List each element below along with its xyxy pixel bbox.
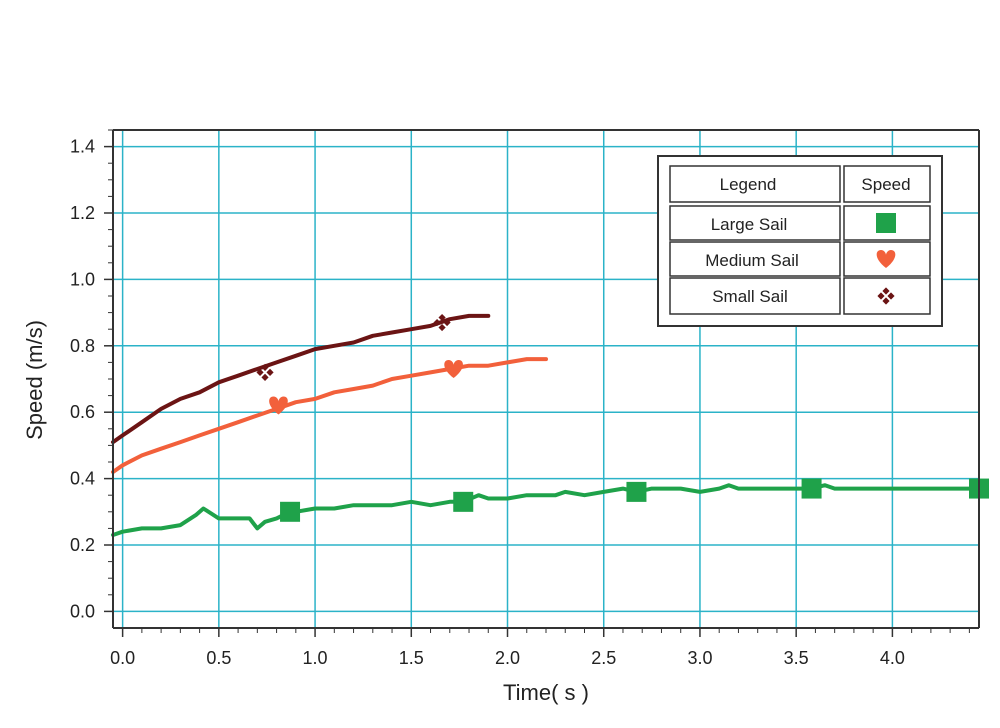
- x-tick-label: 2.5: [591, 648, 616, 668]
- legend-label-small-sail: Small Sail: [712, 287, 788, 306]
- legend-symbol-medium-sail: [876, 250, 896, 268]
- legend-speed-header-cell: [843, 165, 931, 203]
- marker-small-sail: [256, 363, 274, 381]
- marker-large-sail: [801, 478, 822, 499]
- x-tick-label: 3.0: [687, 648, 712, 668]
- legend-speed-header: Speed: [861, 175, 910, 194]
- marker-medium-sail: [269, 396, 288, 415]
- grid: [113, 130, 979, 628]
- marker-piece: [877, 292, 885, 300]
- y-axis-title: Speed (m/s): [22, 320, 47, 440]
- marker-piece: [443, 318, 451, 327]
- legend-symbol-large-sail: [876, 213, 896, 233]
- x-tick-label: 2.0: [495, 648, 520, 668]
- marker-piece: [438, 313, 446, 322]
- marker-piece: [887, 292, 895, 300]
- x-tick-label: 1.5: [399, 648, 424, 668]
- marker-piece: [256, 368, 264, 376]
- legend: Legend Speed Large Sail Medium Sail Smal…: [657, 155, 943, 327]
- y-tick-label: 1.4: [70, 137, 95, 157]
- legend-row-large-label-cell: [669, 205, 841, 241]
- legend-row-small-label-cell: [669, 277, 841, 315]
- legend-header-cell: [669, 165, 841, 203]
- y-tick-label: 0.2: [70, 535, 95, 555]
- x-tick-label: 3.5: [784, 648, 809, 668]
- x-axis-title: Time( s ): [503, 680, 589, 705]
- series-markers: [256, 313, 989, 522]
- y-tick-label: 1.2: [70, 203, 95, 223]
- marker-large-sail: [626, 481, 647, 502]
- y-tick-label: 0.8: [70, 336, 95, 356]
- legend-label-medium-sail: Medium Sail: [705, 251, 799, 270]
- marker-piece: [261, 373, 269, 381]
- marker-medium-sail: [444, 360, 463, 379]
- series-lines: [111, 313, 981, 537]
- y-tick-label: 1.0: [70, 269, 95, 289]
- marker-piece: [433, 318, 441, 327]
- series-line-large-sail: [111, 483, 981, 537]
- legend-symbol-small-sail: [877, 287, 895, 305]
- series-line-small-sail: [111, 313, 491, 445]
- y-tick-label: 0.6: [70, 402, 95, 422]
- marker-large-sail: [280, 501, 301, 522]
- legend-row-small-symbol-cell: [843, 277, 931, 315]
- y-tick-label: 0.0: [70, 601, 95, 621]
- marker-piece: [438, 323, 446, 332]
- legend-row-medium-label-cell: [669, 241, 841, 277]
- x-tick-label: 1.0: [303, 648, 328, 668]
- y-tick-label: 0.4: [70, 469, 95, 489]
- x-axis-ticks: 0.0 0.5 1.0 1.5 2.0 2.5 3.0 3.5 4.0: [110, 628, 970, 668]
- x-tick-label: 4.0: [880, 648, 905, 668]
- series-line-medium-sail: [111, 357, 548, 474]
- marker-piece: [882, 287, 890, 295]
- x-tick-label: 0.0: [110, 648, 135, 668]
- legend-marker-medium-sail: [876, 250, 896, 268]
- marker-piece: [882, 297, 890, 305]
- marker-large-sail: [453, 491, 474, 512]
- legend-marker-small-sail: [877, 287, 895, 305]
- marker-piece: [261, 363, 269, 371]
- y-axis-ticks: 0.0 0.2 0.4 0.6 0.8 1.0 1.2 1.4: [70, 129, 113, 621]
- legend-label-large-sail: Large Sail: [711, 215, 788, 234]
- legend-header: Legend: [720, 175, 777, 194]
- x-tick-label: 0.5: [206, 648, 231, 668]
- marker-small-sail: [433, 313, 451, 332]
- legend-marker-large-sail: [876, 213, 896, 233]
- marker-piece: [266, 368, 274, 376]
